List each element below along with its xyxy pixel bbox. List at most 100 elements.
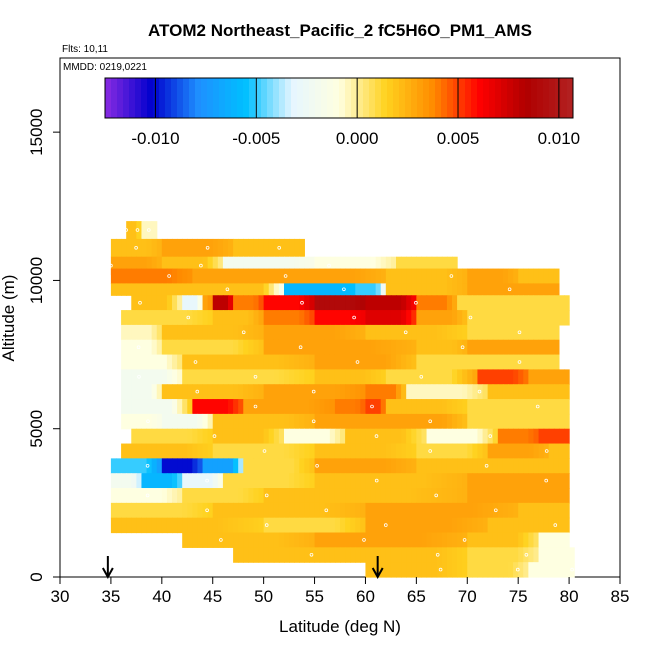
heatmap-cell — [492, 458, 499, 474]
heatmap-cell — [319, 547, 326, 563]
heatmap-cell — [268, 473, 275, 489]
heatmap-cell — [238, 354, 244, 370]
x-tick-label: 35 — [101, 587, 120, 606]
heatmap-cell — [446, 369, 453, 385]
heatmap-cell — [243, 532, 249, 548]
heatmap-cell — [172, 354, 178, 370]
heatmap-cell — [197, 428, 204, 445]
heatmap-cell — [309, 399, 316, 415]
heatmap-cell — [477, 502, 484, 519]
heatmap-cell — [502, 369, 509, 385]
heatmap-cell — [289, 547, 295, 563]
heatmap-cell — [187, 458, 193, 474]
heatmap-cell — [528, 295, 535, 311]
heatmap-cell — [431, 268, 438, 284]
heatmap-cell — [396, 532, 402, 548]
heatmap-cell — [533, 502, 540, 519]
colorbar-swatch — [501, 78, 508, 118]
heatmap-cell — [452, 399, 458, 415]
heatmap-cell — [508, 488, 514, 504]
heatmap-cell — [426, 488, 433, 504]
heatmap-cell — [452, 413, 458, 430]
heatmap-cell — [334, 384, 341, 400]
heatmap-cell — [289, 473, 295, 489]
heatmap-cell — [299, 310, 305, 326]
heatmap-cell — [406, 562, 412, 578]
heatmap-cell — [222, 268, 229, 284]
heatmap-cell — [487, 399, 494, 415]
heatmap-cell — [334, 339, 341, 356]
heatmap-cell — [243, 283, 249, 296]
heatmap-cell — [416, 458, 423, 474]
heatmap-cell — [421, 399, 428, 415]
heatmap-cell — [375, 324, 382, 341]
heatmap-cell — [263, 339, 270, 356]
heatmap-cell — [121, 502, 127, 519]
heatmap-cell — [141, 488, 148, 504]
heatmap-cell — [161, 488, 168, 504]
heatmap-cell — [166, 502, 173, 519]
heatmap-cell — [533, 547, 540, 563]
heatmap-cell — [161, 428, 168, 445]
heatmap-cell — [401, 517, 407, 534]
heatmap-cell — [497, 517, 504, 534]
heatmap-cell — [518, 268, 524, 284]
heatmap-cell — [156, 354, 163, 370]
heatmap-cell — [513, 458, 519, 474]
heatmap-cell — [360, 256, 367, 276]
heatmap-cell — [360, 443, 367, 459]
heatmap-cell — [406, 369, 412, 385]
heatmap-cell — [258, 384, 265, 400]
heatmap-cell — [248, 354, 255, 370]
heatmap-cell — [304, 532, 311, 548]
colorbar-swatch — [555, 78, 562, 118]
colorbar-swatch — [375, 78, 382, 118]
heatmap-cell — [457, 384, 463, 400]
heatmap-cell — [553, 488, 560, 504]
heatmap-cell — [151, 339, 158, 356]
heatmap-cell — [457, 268, 463, 284]
measurement-point — [315, 463, 319, 468]
heatmap-cell — [446, 295, 453, 311]
heatmap-cell — [294, 339, 300, 356]
heatmap-cell — [477, 458, 484, 474]
heatmap-cell — [278, 428, 285, 445]
heatmap-cell — [141, 458, 148, 474]
heatmap-cell — [365, 532, 372, 548]
heatmap-cell — [462, 295, 468, 311]
heatmap-cell — [166, 310, 173, 326]
heatmap-cell — [116, 488, 122, 504]
heatmap-cell — [258, 399, 265, 415]
heatmap-cell — [523, 473, 529, 489]
heatmap-cell — [385, 384, 392, 400]
heatmap-cell — [284, 354, 290, 370]
heatmap-cell — [375, 488, 382, 504]
heatmap-cell — [538, 488, 545, 504]
heatmap-cell — [304, 295, 311, 311]
heatmap-cell — [533, 310, 540, 326]
heatmap-cell — [553, 443, 560, 459]
heatmap-cell — [284, 502, 290, 519]
heatmap-cell — [441, 399, 448, 415]
colorbar-swatch — [387, 78, 394, 118]
heatmap-cell — [528, 502, 535, 519]
heatmap-cell — [340, 339, 346, 356]
heatmap-cell — [141, 399, 148, 415]
heatmap-cell — [401, 532, 407, 548]
heatmap-cell — [263, 502, 270, 519]
heatmap-cell — [543, 384, 550, 400]
heatmap-cell — [161, 295, 168, 311]
heatmap-cell — [385, 502, 392, 519]
heatmap-cell — [294, 369, 300, 385]
heatmap-cell — [543, 502, 550, 519]
heatmap-cell — [121, 473, 127, 489]
heatmap-cell — [462, 443, 468, 459]
heatmap-cell — [314, 384, 321, 400]
heatmap-cell — [421, 295, 428, 311]
heatmap-cell — [299, 547, 305, 563]
measurement-point — [428, 419, 433, 424]
heatmap-cell — [472, 384, 479, 400]
heatmap-cell — [253, 384, 260, 400]
heatmap-cell — [304, 488, 311, 504]
heatmap-cell — [136, 354, 143, 370]
